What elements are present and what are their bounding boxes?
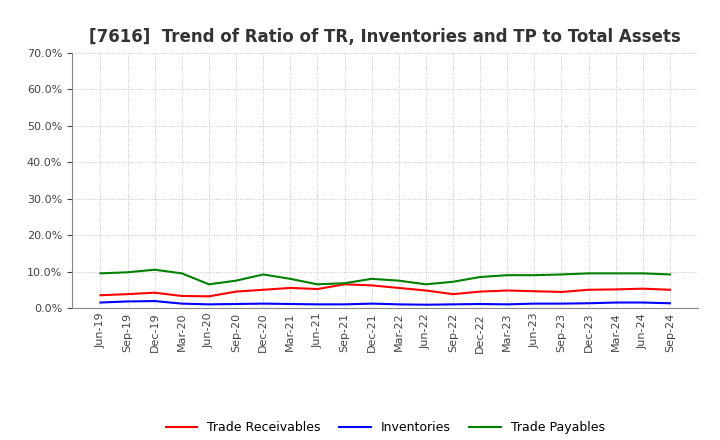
Line: Trade Receivables: Trade Receivables [101, 284, 670, 296]
Trade Receivables [639, 286, 647, 291]
Trade Receivables [341, 282, 349, 287]
Trade Receivables [96, 293, 105, 298]
Trade Receivables [395, 285, 403, 290]
Trade Payables [286, 276, 294, 282]
Trade Payables [259, 272, 268, 277]
Trade Receivables [286, 285, 294, 290]
Trade Receivables [584, 287, 593, 293]
Inventories [584, 301, 593, 306]
Trade Receivables [367, 283, 376, 288]
Inventories [313, 302, 322, 307]
Inventories [557, 301, 566, 306]
Trade Payables [232, 278, 240, 283]
Trade Payables [665, 272, 674, 277]
Inventories [259, 301, 268, 306]
Trade Payables [421, 282, 430, 287]
Trade Receivables [178, 293, 186, 299]
Inventories [96, 300, 105, 305]
Trade Payables [313, 282, 322, 287]
Trade Payables [584, 271, 593, 276]
Inventories [639, 300, 647, 305]
Inventories [503, 302, 511, 307]
Inventories [395, 302, 403, 307]
Trade Payables [503, 272, 511, 278]
Trade Payables [123, 270, 132, 275]
Trade Receivables [530, 289, 539, 294]
Trade Payables [150, 267, 159, 272]
Trade Receivables [476, 289, 485, 294]
Inventories [123, 299, 132, 304]
Trade Receivables [421, 288, 430, 293]
Trade Payables [611, 271, 620, 276]
Trade Payables [367, 276, 376, 282]
Trade Receivables [557, 290, 566, 295]
Trade Receivables [313, 286, 322, 292]
Line: Trade Payables: Trade Payables [101, 270, 670, 284]
Trade Payables [530, 272, 539, 278]
Trade Payables [476, 275, 485, 280]
Trade Receivables [449, 292, 457, 297]
Trade Receivables [232, 289, 240, 294]
Trade Payables [96, 271, 105, 276]
Inventories [476, 301, 485, 307]
Inventories [449, 302, 457, 307]
Title: [7616]  Trend of Ratio of TR, Inventories and TP to Total Assets: [7616] Trend of Ratio of TR, Inventories… [89, 28, 681, 46]
Legend: Trade Receivables, Inventories, Trade Payables: Trade Receivables, Inventories, Trade Pa… [166, 422, 605, 434]
Trade Receivables [611, 287, 620, 292]
Trade Payables [341, 281, 349, 286]
Inventories [367, 301, 376, 306]
Trade Payables [639, 271, 647, 276]
Line: Inventories: Inventories [101, 301, 670, 305]
Trade Receivables [204, 293, 213, 299]
Inventories [232, 301, 240, 307]
Trade Receivables [503, 288, 511, 293]
Trade Payables [557, 272, 566, 277]
Inventories [665, 301, 674, 306]
Inventories [611, 300, 620, 305]
Inventories [341, 302, 349, 307]
Inventories [286, 301, 294, 307]
Trade Payables [449, 279, 457, 284]
Trade Receivables [665, 287, 674, 293]
Trade Payables [178, 271, 186, 276]
Inventories [178, 301, 186, 306]
Inventories [150, 298, 159, 304]
Trade Payables [204, 282, 213, 287]
Inventories [204, 302, 213, 307]
Trade Receivables [150, 290, 159, 295]
Inventories [421, 302, 430, 308]
Trade Payables [395, 278, 403, 283]
Trade Receivables [123, 292, 132, 297]
Trade Receivables [259, 287, 268, 293]
Inventories [530, 301, 539, 306]
